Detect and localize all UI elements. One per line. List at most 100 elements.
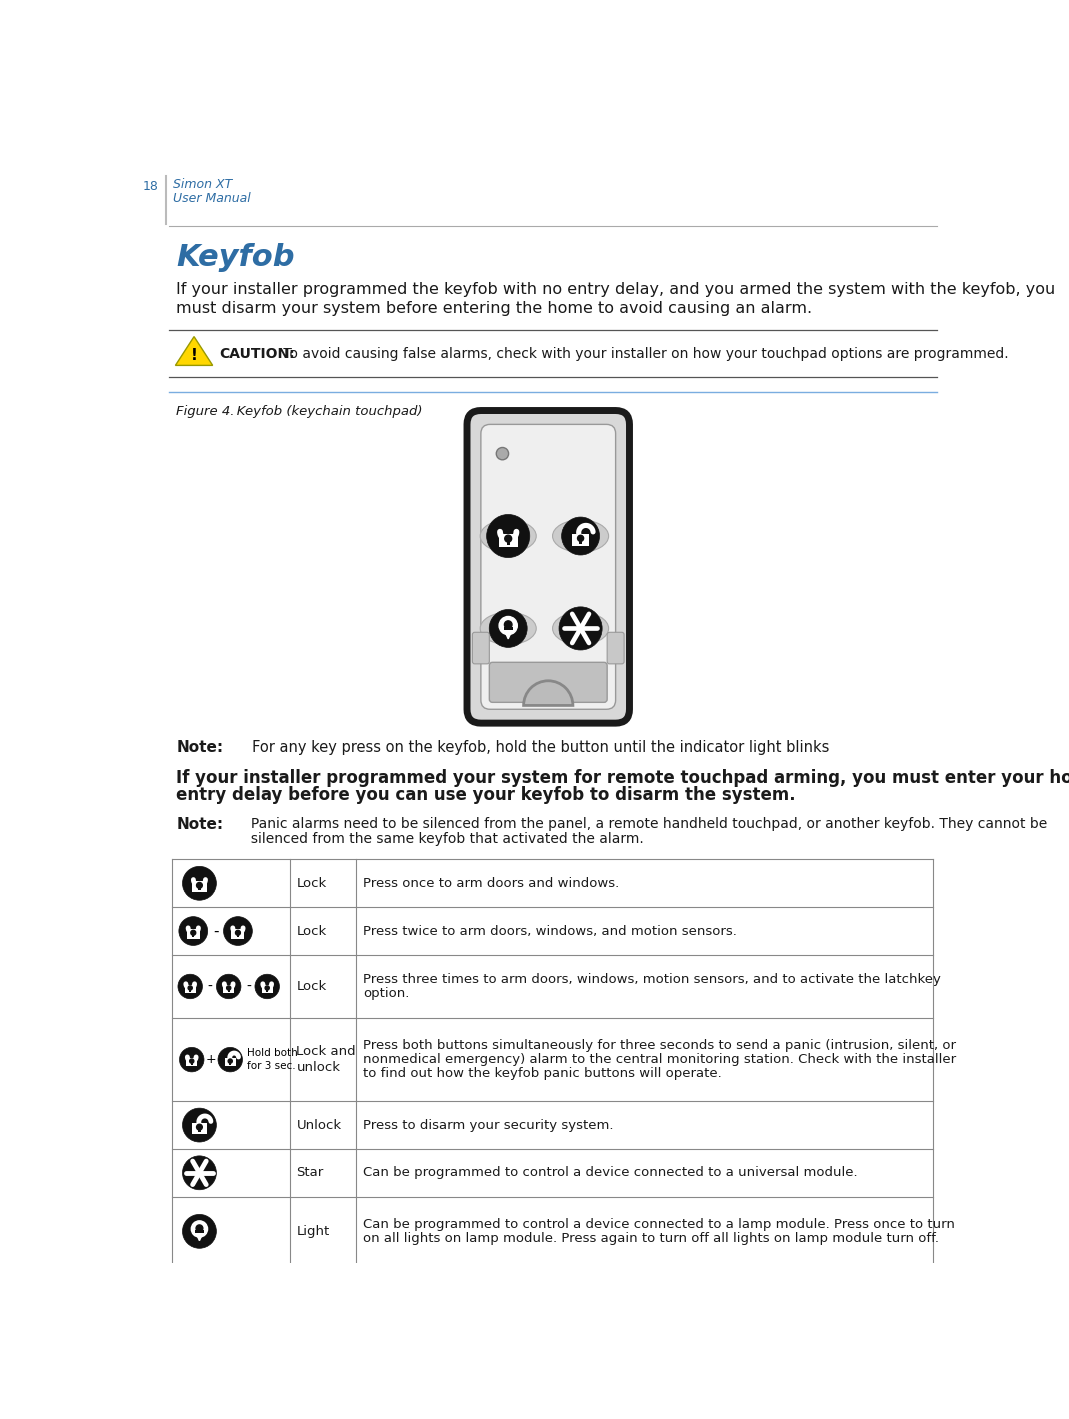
Wedge shape xyxy=(524,681,573,705)
Text: Keyfob: Keyfob xyxy=(176,244,295,272)
Circle shape xyxy=(197,883,202,888)
Text: Lock: Lock xyxy=(296,981,327,993)
FancyBboxPatch shape xyxy=(481,424,616,710)
Bar xyxy=(572,534,589,546)
Circle shape xyxy=(505,622,512,629)
Circle shape xyxy=(218,1047,243,1071)
Bar xyxy=(185,985,196,993)
Bar xyxy=(189,989,191,992)
Text: If your installer programmed your system for remote touchpad arming, you must en: If your installer programmed your system… xyxy=(176,769,1069,788)
Ellipse shape xyxy=(480,519,537,552)
Text: Star: Star xyxy=(296,1166,324,1179)
Circle shape xyxy=(196,1225,203,1232)
Bar xyxy=(191,1122,207,1134)
Text: If your installer programmed the keyfob with no entry delay, and you armed the s: If your installer programmed the keyfob … xyxy=(176,282,1055,297)
Text: Lock: Lock xyxy=(296,877,327,890)
Text: Can be programmed to control a device connected to a lamp module. Press once to : Can be programmed to control a device co… xyxy=(363,1218,956,1230)
Text: Press three times to arm doors, windows, motion sensors, and to activate the lat: Press three times to arm doors, windows,… xyxy=(363,973,942,986)
Bar xyxy=(228,989,230,992)
Text: Panic alarms need to be silenced from the panel, a remote handheld touchpad, or : Panic alarms need to be silenced from th… xyxy=(229,817,1047,832)
Bar xyxy=(191,881,207,893)
Text: nonmedical emergency) alarm to the central monitoring station. Check with the in: nonmedical emergency) alarm to the centr… xyxy=(363,1053,957,1066)
Polygon shape xyxy=(503,630,512,639)
Polygon shape xyxy=(196,1232,203,1240)
Bar xyxy=(198,1128,201,1132)
Circle shape xyxy=(227,986,231,990)
Bar xyxy=(232,929,245,938)
Bar xyxy=(192,934,195,937)
Text: Unlock: Unlock xyxy=(296,1118,342,1131)
Text: Figure 4.: Figure 4. xyxy=(176,406,235,419)
Bar xyxy=(224,1059,236,1066)
Text: Hold both
for 3 sec.: Hold both for 3 sec. xyxy=(247,1049,298,1071)
Circle shape xyxy=(177,975,202,999)
Bar xyxy=(196,1230,203,1233)
Circle shape xyxy=(223,917,252,945)
Circle shape xyxy=(561,517,600,555)
Circle shape xyxy=(183,1215,216,1249)
Text: To avoid causing false alarms, check with your installer on how your touchpad op: To avoid causing false alarms, check wit… xyxy=(279,346,1008,360)
Circle shape xyxy=(183,1108,216,1142)
Ellipse shape xyxy=(553,612,608,644)
Text: For any key press on the keyfob, hold the button until the indicator light blink: For any key press on the keyfob, hold th… xyxy=(229,741,830,755)
Circle shape xyxy=(559,607,602,650)
Text: Lock and
unlock: Lock and unlock xyxy=(296,1046,356,1074)
Circle shape xyxy=(255,975,279,999)
Circle shape xyxy=(577,535,584,541)
FancyBboxPatch shape xyxy=(472,633,490,664)
Text: CAUTION:: CAUTION: xyxy=(219,346,295,360)
Bar xyxy=(579,539,582,543)
Text: Can be programmed to control a device connected to a universal module.: Can be programmed to control a device co… xyxy=(363,1166,858,1179)
Circle shape xyxy=(499,616,517,634)
Text: Lock: Lock xyxy=(296,925,327,938)
Text: Note:: Note: xyxy=(176,817,223,832)
Text: Press once to arm doors and windows.: Press once to arm doors and windows. xyxy=(363,877,620,890)
Circle shape xyxy=(216,975,241,999)
Bar xyxy=(499,534,517,548)
Text: 18: 18 xyxy=(142,180,158,193)
Circle shape xyxy=(265,986,269,990)
Text: must disarm your system before entering the home to avoid causing an alarm.: must disarm your system before entering … xyxy=(176,301,812,316)
Text: entry delay before you can use your keyfob to disarm the system.: entry delay before you can use your keyf… xyxy=(176,786,796,805)
Text: Press both buttons simultaneously for three seconds to send a panic (intrusion, : Press both buttons simultaneously for th… xyxy=(363,1039,957,1053)
Circle shape xyxy=(198,1171,201,1175)
Text: option.: option. xyxy=(363,986,409,1000)
Text: Press to disarm your security system.: Press to disarm your security system. xyxy=(363,1118,614,1131)
Bar xyxy=(187,929,200,938)
Circle shape xyxy=(183,1156,216,1189)
Circle shape xyxy=(486,515,530,558)
Circle shape xyxy=(191,1220,207,1237)
Text: -: - xyxy=(207,979,213,993)
Bar xyxy=(186,1059,198,1066)
Ellipse shape xyxy=(480,612,537,644)
Ellipse shape xyxy=(553,519,608,552)
Circle shape xyxy=(179,917,207,945)
Text: Light: Light xyxy=(296,1225,329,1237)
Text: silenced from the same keyfob that activated the alarm.: silenced from the same keyfob that activ… xyxy=(229,833,644,847)
Bar xyxy=(230,1061,231,1064)
FancyBboxPatch shape xyxy=(607,633,624,664)
Text: +: + xyxy=(205,1053,216,1066)
Circle shape xyxy=(188,986,192,990)
Bar xyxy=(507,539,510,545)
Bar xyxy=(223,985,234,993)
Circle shape xyxy=(228,1059,232,1063)
Text: on all lights on lamp module. Press again to turn off all lights on lamp module : on all lights on lamp module. Press agai… xyxy=(363,1232,940,1244)
Text: !: ! xyxy=(190,348,198,363)
Text: -: - xyxy=(214,924,219,938)
Circle shape xyxy=(490,609,527,647)
Circle shape xyxy=(496,447,509,460)
Bar xyxy=(266,989,268,992)
Circle shape xyxy=(189,1059,193,1063)
Bar xyxy=(191,1061,192,1064)
Text: Keyfob (keychain touchpad): Keyfob (keychain touchpad) xyxy=(224,406,422,419)
Text: to find out how the keyfob panic buttons will operate.: to find out how the keyfob panic buttons… xyxy=(363,1067,723,1080)
Circle shape xyxy=(578,626,584,631)
Text: Press twice to arm doors, windows, and motion sensors.: Press twice to arm doors, windows, and m… xyxy=(363,925,738,938)
Circle shape xyxy=(180,1047,204,1071)
Circle shape xyxy=(191,931,196,935)
Circle shape xyxy=(183,867,216,900)
Bar xyxy=(237,934,239,937)
Bar xyxy=(198,885,201,890)
Circle shape xyxy=(505,535,512,542)
